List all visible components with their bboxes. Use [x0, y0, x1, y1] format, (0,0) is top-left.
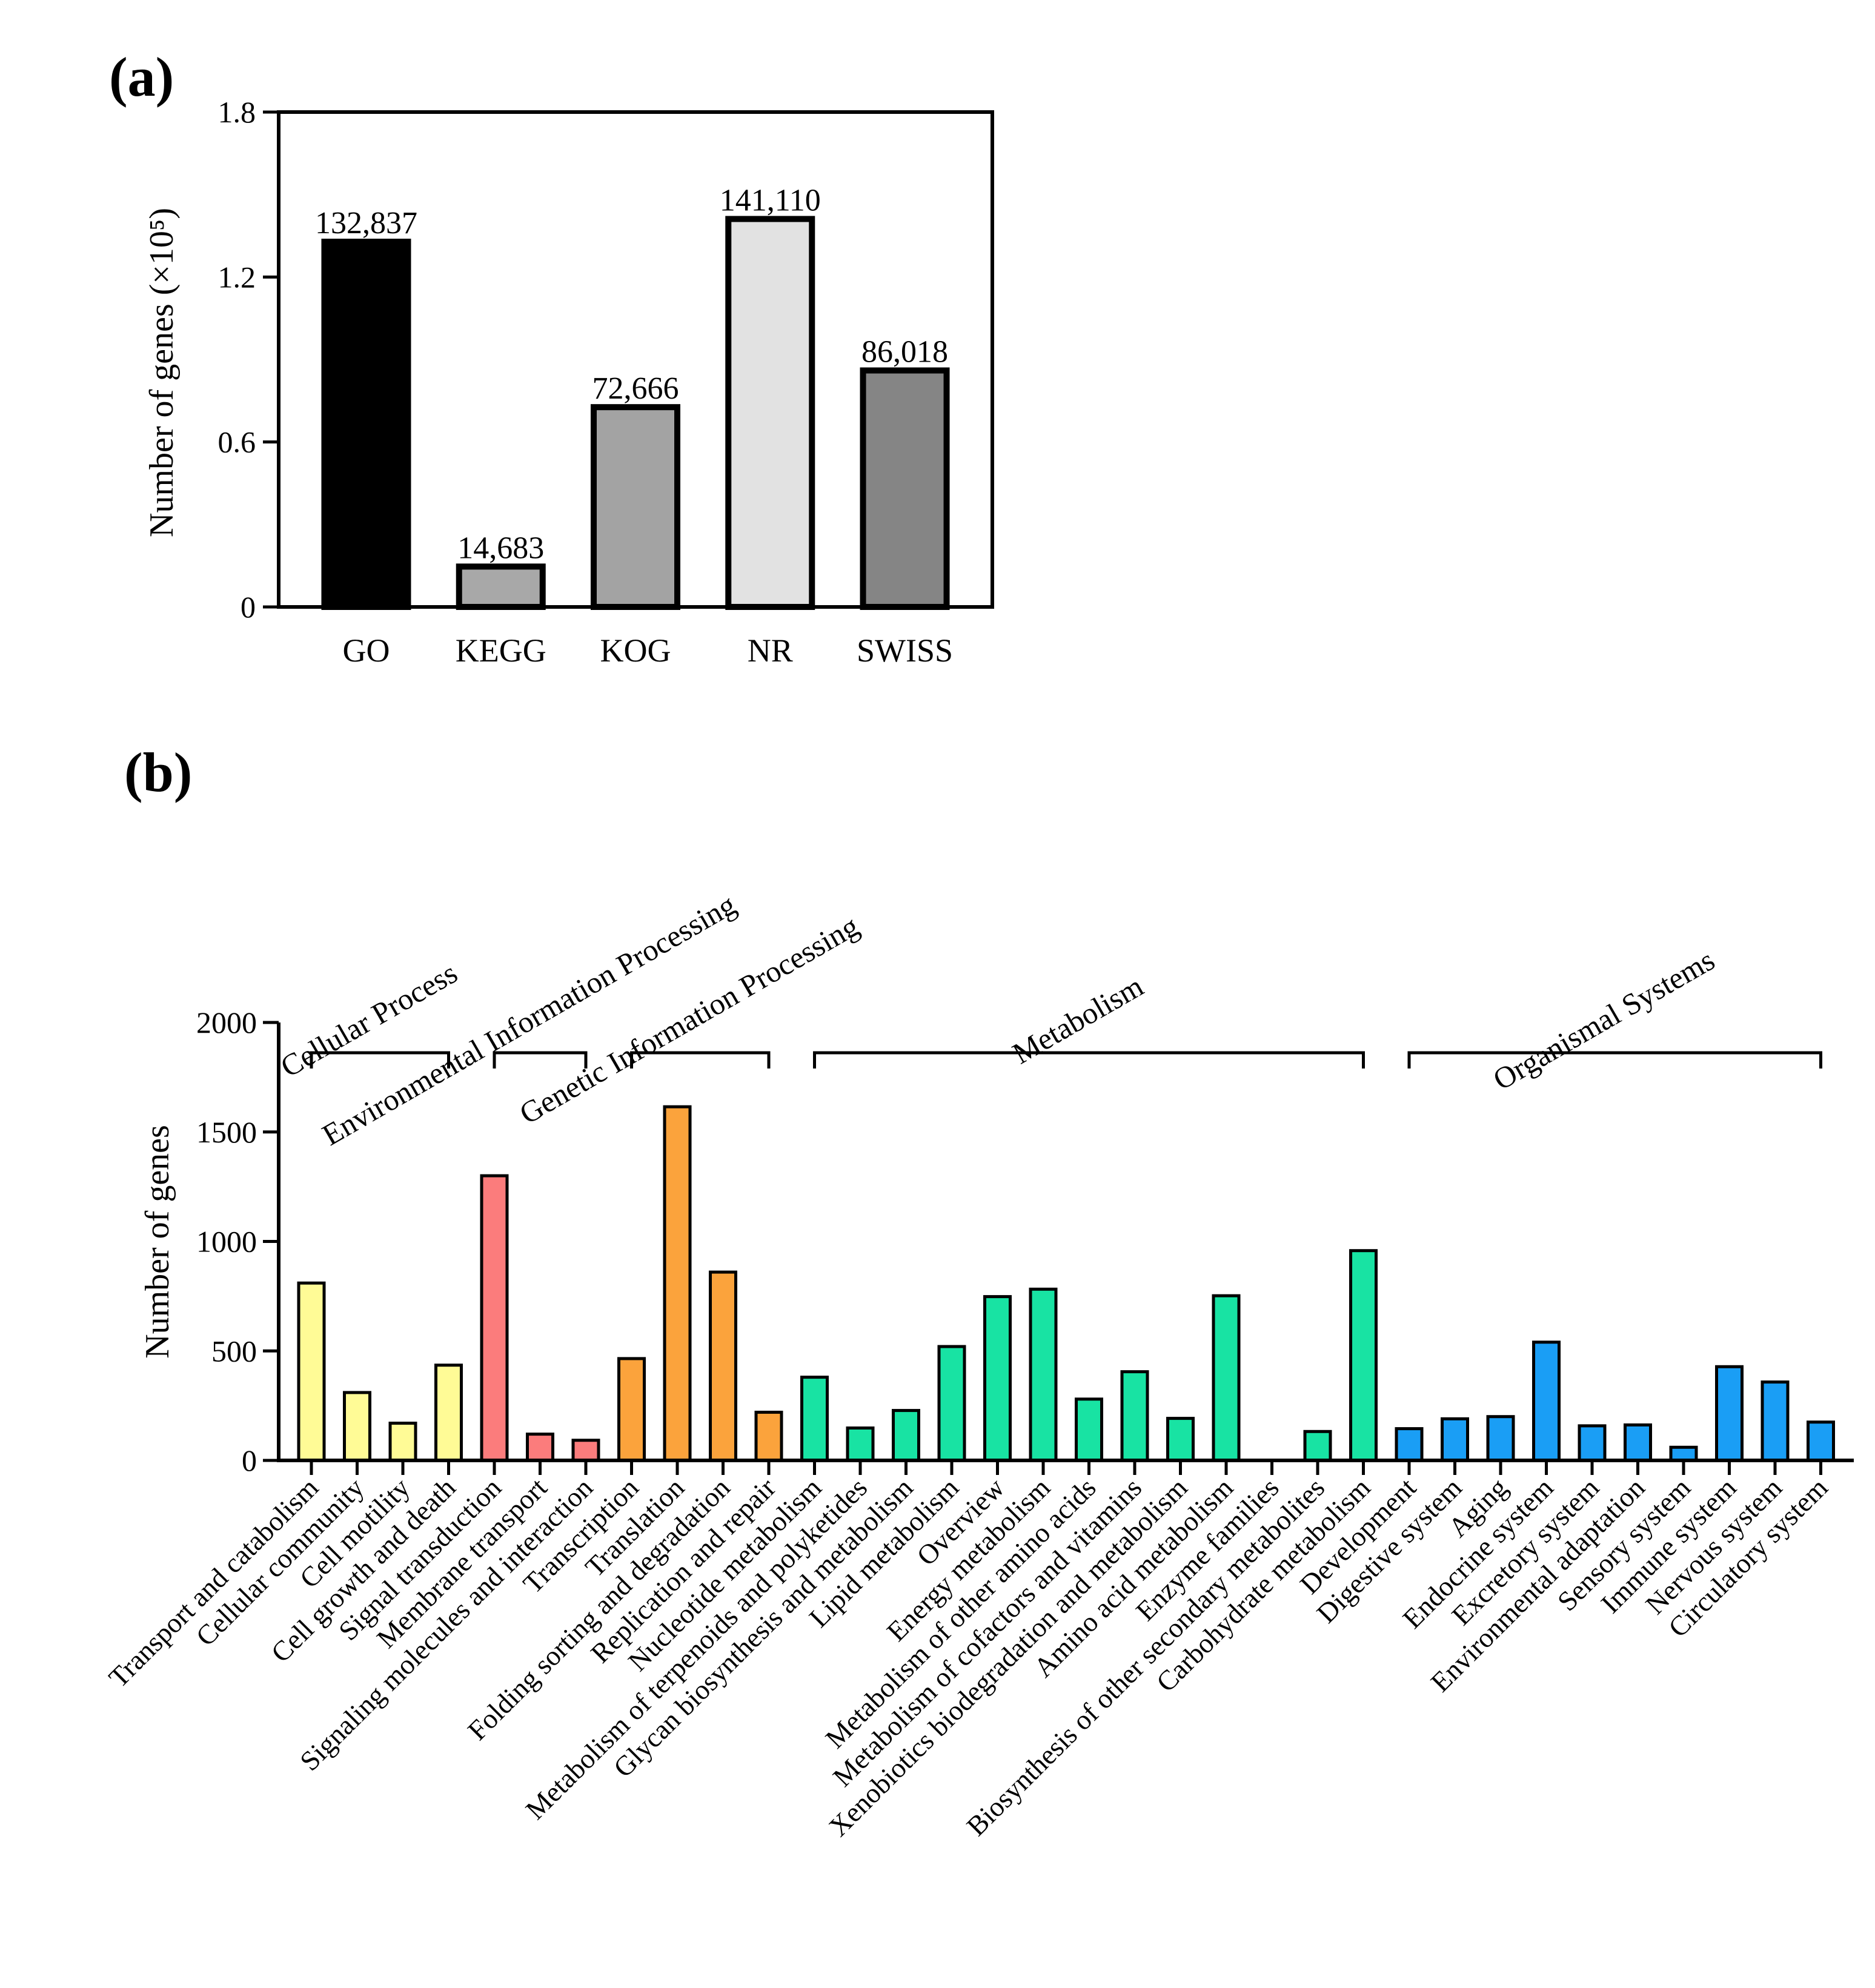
bar-transcription — [617, 1357, 646, 1462]
bar-kegg — [456, 563, 546, 610]
panel-b-y-axis-title: Number of genes — [139, 1125, 176, 1359]
bar-signal-transduction — [480, 1174, 509, 1462]
group-bracket-environmental-information-processing — [493, 1051, 588, 1069]
x-tick-label-nr: NR — [748, 632, 793, 669]
group-bracket-organismal-systems — [1407, 1051, 1822, 1069]
bar-overview — [983, 1295, 1012, 1462]
panel-a-plot-frame — [277, 110, 994, 609]
y-tick-label: 1.8 — [218, 95, 256, 129]
panel-a-x-ticks: GO KEGG KOG NR SWISS — [342, 632, 953, 669]
bar-signaling-molecules-and-interaction — [571, 1439, 600, 1462]
bar-cell-motility — [388, 1422, 417, 1462]
bar-nr — [725, 216, 815, 610]
x-tick-label-swiss: SWISS — [857, 632, 953, 669]
bar-go — [321, 239, 411, 610]
y-tick-label: 2000 — [196, 1006, 257, 1039]
panel-a-bar-chart: (a) Number of genes (×10⁵) 132,837 14,683… — [109, 46, 994, 669]
bar-membrane-transport — [526, 1433, 554, 1462]
bar-biosynthesis-of-other-secondary-metabolites — [1303, 1430, 1332, 1462]
bar-cellular-community — [343, 1391, 371, 1462]
bar-kog — [591, 404, 680, 611]
group-bracket-metabolism — [813, 1051, 1365, 1069]
y-tick-label: 0.6 — [218, 425, 256, 459]
data-label-go: 132,837 — [315, 206, 417, 240]
y-tick-label: 1.2 — [218, 260, 256, 294]
group-bracket-genetic-information-processing — [630, 1051, 771, 1069]
bar-swiss — [860, 367, 950, 610]
bar-endocrine-system — [1532, 1340, 1561, 1462]
group-label-metabolism: Metabolism — [1007, 969, 1149, 1070]
bar-environmental-adaptation — [1624, 1423, 1652, 1462]
bar-carbohydrate-metabolism — [1349, 1249, 1378, 1462]
data-label-nr: 141,110 — [720, 184, 821, 218]
bar-replication-and-repair — [754, 1410, 783, 1462]
panel-a-letter: (a) — [109, 46, 174, 108]
bar-aging — [1486, 1415, 1515, 1462]
group-bracket-cellular-process — [310, 1051, 450, 1069]
bar-translation — [663, 1105, 692, 1462]
bar-amino-acid-metabolism — [1212, 1294, 1241, 1462]
bar-energy-metabolism — [1029, 1287, 1058, 1462]
bar-immune-system — [1715, 1365, 1744, 1462]
panel-b-bars — [297, 1105, 1835, 1462]
data-label-swiss: 86,018 — [861, 335, 948, 369]
bar-nucleotide-metabolism — [800, 1376, 829, 1462]
panel-b-bar-chart: (b) Number of genes Cellular ProcessEnvi… — [103, 741, 1854, 1842]
bar-transport-and-catabolism — [297, 1281, 326, 1462]
y-tick-label: 500 — [211, 1334, 257, 1368]
x-tick-label-kog: KOG — [600, 632, 671, 669]
panel-b-letter: (b) — [124, 741, 192, 803]
y-tick-label: 0 — [241, 590, 256, 624]
bar-nervous-system — [1761, 1380, 1790, 1462]
y-tick-label: 1000 — [196, 1225, 257, 1259]
x-tick-label-kegg: KEGG — [456, 632, 546, 669]
bar-xenobiotics-biodegradation-and-metabolism — [1166, 1417, 1195, 1462]
panel-a-y-axis-title: Number of genes (×10⁵) — [143, 208, 181, 537]
bar-folding-sorting-and-degradation — [709, 1270, 737, 1462]
panel-b-y-ticks: 0 500 1000 1500 2000 — [196, 1006, 279, 1477]
panel-a-bars — [321, 216, 950, 611]
bar-cell-growth-and-death — [434, 1363, 463, 1462]
bar-excretory-system — [1578, 1424, 1607, 1462]
bar-metabolism-of-cofactors-and-vitamins — [1120, 1370, 1149, 1462]
bar-circulatory-system — [1807, 1420, 1835, 1462]
bar-sensory-system — [1669, 1445, 1698, 1462]
bar-digestive-system — [1441, 1417, 1469, 1462]
data-label-kegg: 14,683 — [457, 531, 544, 565]
y-tick-label: 1500 — [196, 1115, 257, 1149]
bar-development — [1395, 1427, 1424, 1462]
bar-metabolism-of-terpenoids-and-polyketides — [846, 1426, 875, 1462]
x-tick-label-go: GO — [342, 632, 390, 669]
panel-a-y-ticks: 0 0.6 1.2 1.8 — [218, 95, 279, 624]
panel-a-data-labels: 132,837 14,683 72,666 141,110 86,018 — [315, 184, 948, 566]
group-label-organismal-systems: Organismal Systems — [1487, 943, 1720, 1096]
bar-lipid-metabolism — [937, 1345, 966, 1462]
bar-metabolism-of-other-amino-acids — [1075, 1397, 1103, 1462]
data-label-kog: 72,666 — [592, 371, 679, 406]
y-tick-label: 0 — [242, 1443, 257, 1477]
bar-glycan-biosynthesis-and-metabolism — [892, 1409, 920, 1462]
